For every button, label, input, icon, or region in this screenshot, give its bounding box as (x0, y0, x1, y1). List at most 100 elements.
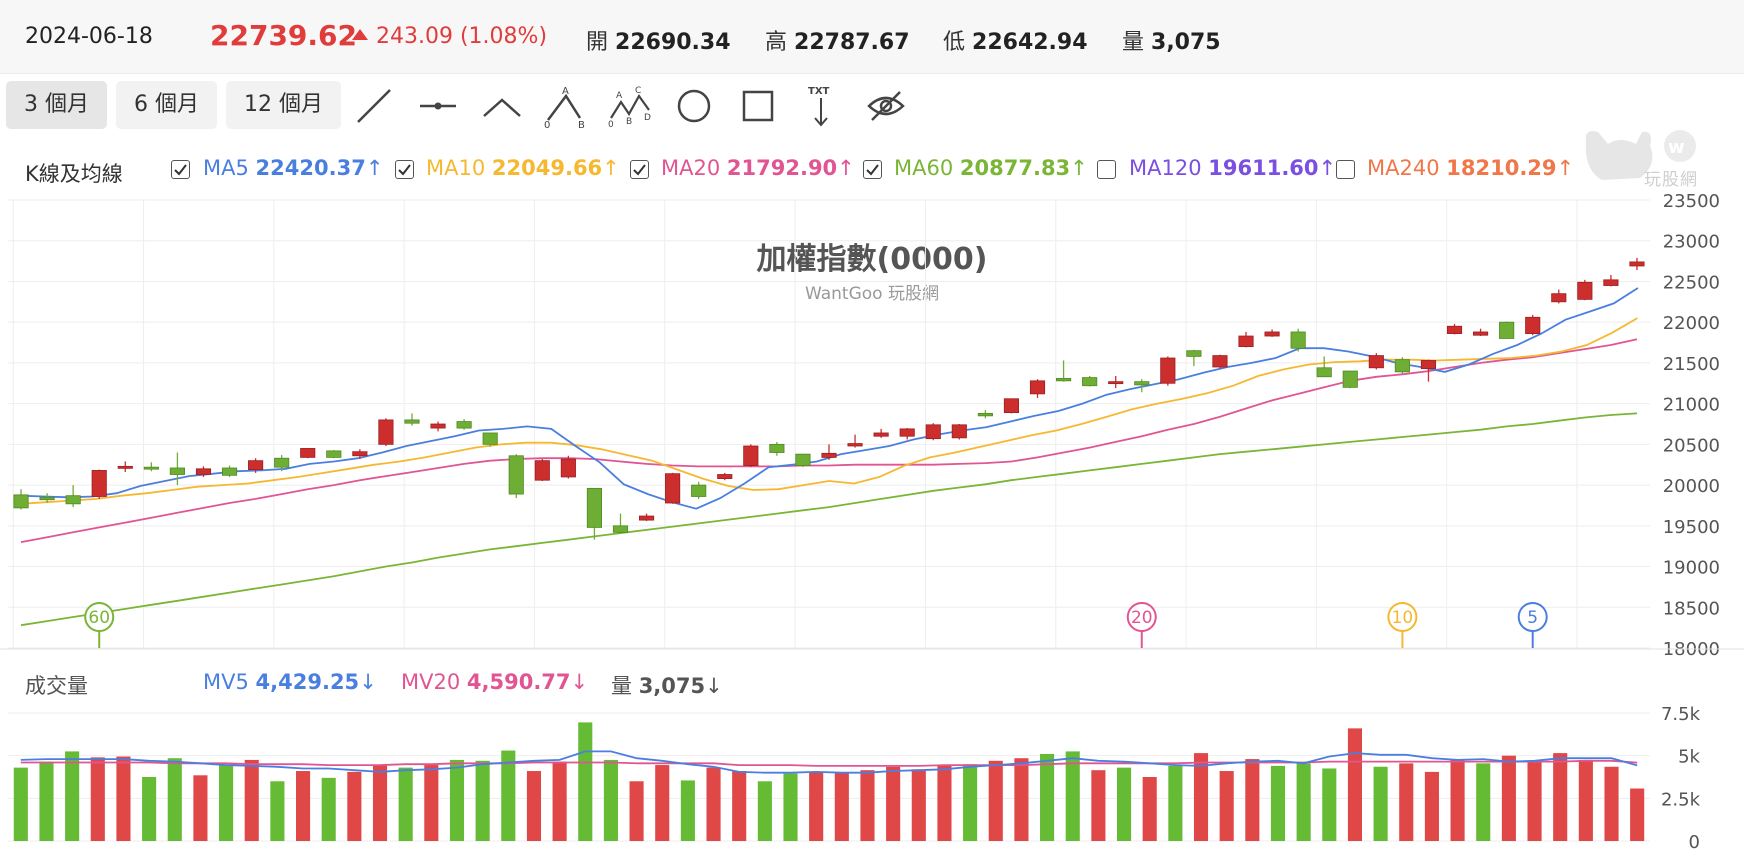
candle-body (1551, 293, 1567, 303)
checkbox-ma20[interactable] (630, 160, 649, 179)
volume-bar (142, 777, 157, 841)
chart-subtitle: WantGoo 玩股網 (805, 284, 939, 304)
volume-bar (629, 781, 644, 841)
svg-text:w: w (1668, 137, 1685, 158)
up-arrow-icon: ↑ (837, 156, 855, 180)
quote-header: 2024-06-18 22739.62 243.09 (1.08%) 開 226… (0, 0, 1744, 74)
candle-body (248, 460, 264, 471)
volume-bar (552, 761, 567, 841)
volume-bar (526, 771, 542, 841)
ma-period-marker-label: 60 (88, 608, 110, 628)
candle-body (352, 451, 368, 457)
candle-body (743, 445, 759, 466)
legend-ma20: MA20 21792.90↑ (661, 156, 855, 180)
candle-body (1603, 279, 1619, 286)
candle-body (665, 473, 681, 504)
candle-body (1499, 321, 1515, 339)
volume-bar (680, 780, 695, 841)
mv5-name: MV5 (203, 670, 249, 694)
candle-body (378, 419, 394, 445)
volume-bar (398, 767, 413, 841)
checkbox-ma240[interactable] (1336, 160, 1355, 179)
volume-bar (655, 765, 670, 841)
price-tick-label: 21500 (1663, 354, 1720, 375)
volume-bar (1578, 759, 1593, 841)
candle-body (1003, 398, 1020, 413)
volume-bar (1450, 759, 1465, 841)
volume-bar (1604, 766, 1619, 841)
candle-body (65, 495, 81, 505)
rectangle-icon[interactable] (736, 84, 780, 128)
vol-name: 量 (611, 674, 632, 698)
legend-ma60-value: 20877.83 (959, 156, 1071, 180)
txt-tool-text: TXT (808, 86, 830, 97)
checkbox-ma60[interactable] (863, 160, 882, 179)
circle-icon[interactable] (672, 84, 716, 128)
period-6-months-button[interactable]: 6 個月 (116, 81, 217, 129)
ma60-line (20, 412, 1638, 627)
volume-bar (732, 771, 747, 841)
mv5-value: 4,429.25 (255, 670, 360, 694)
hide-icon[interactable] (864, 84, 908, 128)
volume-tick-label: 2.5k (1661, 789, 1701, 810)
abcd-d-text: D (644, 113, 651, 123)
candle-body (1342, 370, 1358, 388)
horizontal-line-icon[interactable] (416, 84, 460, 128)
candle-body (1238, 335, 1254, 348)
high-label: 高 (765, 30, 788, 55)
volume-bar (193, 775, 208, 841)
volume-bar (1296, 763, 1311, 841)
volume-bar (321, 777, 336, 841)
volume-bar (244, 759, 259, 841)
checkbox-ma5[interactable] (171, 160, 190, 179)
abc-pattern-icon[interactable]: A B 0 (544, 84, 588, 131)
volume-bar (1476, 763, 1491, 841)
angle-line-icon[interactable] (480, 84, 524, 128)
ma-period-marker-label: 10 (1392, 608, 1414, 628)
volume-bar (860, 770, 875, 841)
abc-b-text: B (578, 120, 585, 128)
mv20-value: 4,590.77 (466, 670, 571, 694)
volume-bar (1270, 765, 1286, 841)
trend-line-icon[interactable] (352, 84, 396, 128)
volume-bar (1219, 771, 1234, 841)
legend-ma20-name: MA20 (661, 156, 721, 180)
abcd-pattern-icon[interactable]: A B C D 0 (608, 84, 652, 130)
legend-ma5-name: MA5 (203, 156, 249, 180)
abcd-b-text: B (626, 117, 632, 127)
period-3-months-button[interactable]: 3 個月 (6, 81, 107, 129)
legend-ma20-value: 21792.90 (726, 156, 838, 180)
wantgoo-logo: w (1585, 130, 1696, 180)
ma-period-marker-label: 5 (1527, 608, 1538, 628)
candle-body (1420, 360, 1437, 370)
quote-high: 高 22787.67 (765, 24, 910, 56)
up-arrow-icon: ↑ (602, 156, 620, 180)
candle-body (1316, 367, 1332, 378)
volume-bar (1193, 753, 1209, 841)
text-arrow-icon[interactable]: TXT (800, 84, 844, 128)
volume-bar (475, 760, 490, 841)
open-label: 開 (586, 30, 609, 55)
volume-bar (167, 758, 182, 841)
volume-bar (1527, 762, 1542, 841)
volume-bar (706, 767, 721, 841)
volume-bar (39, 761, 54, 841)
abcd-a-text: A (616, 91, 623, 101)
volume-bar (1630, 788, 1645, 841)
legend-ma120-name: MA120 (1129, 156, 1202, 180)
checkbox-ma10[interactable] (395, 160, 414, 179)
candle-body (1446, 325, 1463, 334)
legend-ma10-name: MA10 (426, 156, 486, 180)
legend-ma120-value: 19611.60 (1208, 156, 1319, 180)
candle-body (691, 484, 707, 497)
volume-bar (1245, 759, 1260, 841)
period-12-months-button[interactable]: 12 個月 (226, 81, 341, 129)
legend-ma240: MA240 18210.29↑ (1367, 156, 1574, 180)
candle-body (221, 467, 238, 476)
volume-bar (1065, 751, 1080, 841)
candle-body (717, 474, 733, 479)
volume-bar (1501, 755, 1516, 841)
checkbox-ma120[interactable] (1097, 160, 1116, 179)
kline-legend-label: K線及均線 (25, 162, 123, 186)
